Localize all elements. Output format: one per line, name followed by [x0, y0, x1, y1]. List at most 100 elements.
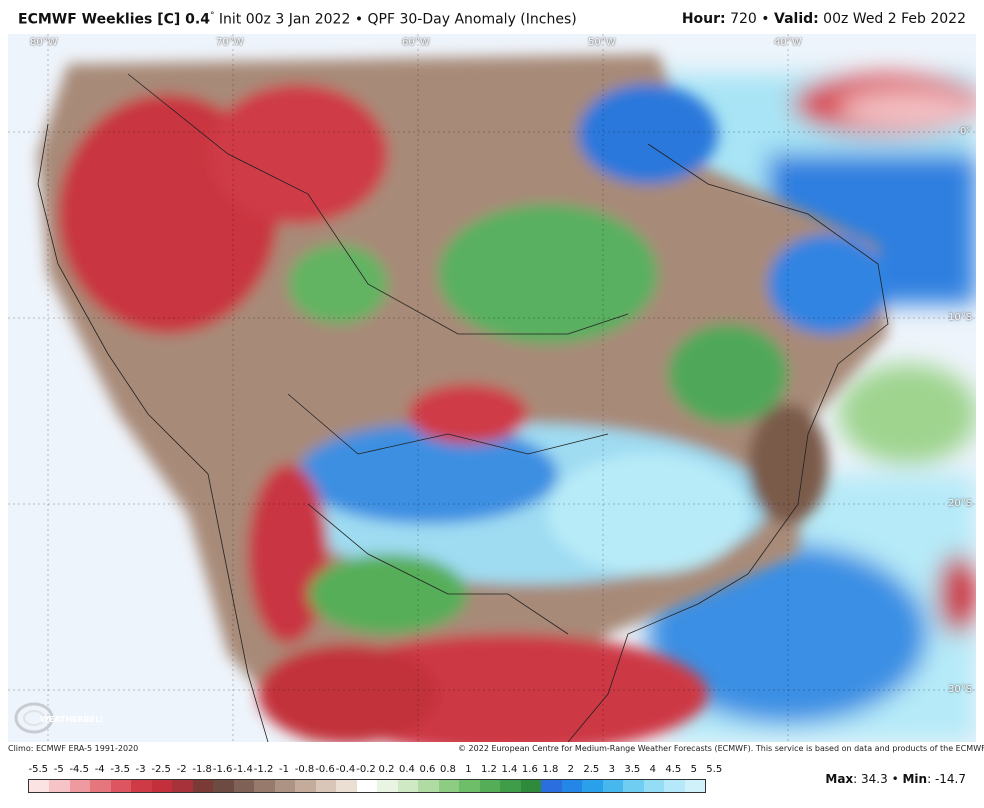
colorbar-swatch [254, 780, 275, 792]
colorbar-swatch [643, 780, 665, 792]
colorbar-tick-label: 3.5 [624, 764, 641, 775]
colorbar-tick-label: 0.2 [378, 764, 395, 775]
colorbar-swatch [233, 780, 255, 792]
colorbar-swatch [561, 780, 583, 792]
colorbar-labels: -5.5 -5 -4.5 -4 -3.5 -3 -2.5 -2 -1.8 -1.6 -1.4 -1.2… [28, 764, 722, 778]
colorbar-swatch [684, 780, 705, 792]
colorbar-tick-label: 0.4 [399, 764, 415, 775]
lon-label-60w: 60°W [402, 37, 430, 48]
max-min-stats: Max: 34.3 • Min: -14.7 [825, 772, 966, 786]
colorbar-swatch [295, 780, 316, 792]
min-value: -14.7 [934, 772, 966, 786]
colorbar-tick-label: 5.5 [706, 764, 723, 775]
colorbar-tick-label: -1 [279, 764, 290, 775]
lat-label-0: 0° [960, 126, 972, 137]
colorbar-swatch [90, 780, 111, 792]
anomaly-map: 80°W 70°W 60°W 50°W 40°W 0° 10°S 20°S 30… [8, 34, 976, 742]
colorbar-swatch [192, 780, 214, 792]
coastlines-borders [37, 73, 889, 742]
max-label: Max [825, 772, 854, 786]
lat-label-20s: 20°S [948, 498, 973, 509]
colorbar-tick-label: -0.6 [315, 764, 335, 775]
colorbar-swatch [602, 780, 624, 792]
colorbar-swatch [151, 780, 173, 792]
lon-label-80w: 80°W [30, 37, 58, 48]
colorbar-tick-label: -5 [53, 764, 64, 775]
max-value: 34.3 [861, 772, 888, 786]
colorbar-tick-label: -2 [176, 764, 187, 775]
climo-note: Climo: ECMWF ERA-5 1991-2020 [8, 744, 139, 753]
colorbar-swatch [438, 780, 460, 792]
land-anomalies [38, 54, 888, 742]
lat-label-30s: 30°S [948, 684, 973, 695]
colorbar-tick-label: -5.5 [28, 764, 48, 775]
hour-label: Hour: [681, 11, 726, 27]
colorbar-tick-label: 1.6 [521, 764, 538, 775]
map-title: ECMWF Weeklies [C] 0.4° Init 00z 3 Jan 2… [18, 11, 577, 28]
hour-value: 720 • [725, 11, 774, 27]
colorbar-swatch [213, 780, 234, 792]
colorbar-tick-label: 1 [465, 764, 472, 775]
colorbar-swatch [459, 780, 480, 792]
colorbar-swatch [623, 780, 644, 792]
colorbar-tick-label: 4 [649, 764, 656, 775]
colorbar-swatch [520, 780, 542, 792]
min-label: Min [902, 772, 928, 786]
colorbar-swatch [582, 780, 603, 792]
colorbar-swatch [377, 780, 398, 792]
colorbar-tick-label: -1.6 [212, 764, 233, 775]
title-details: Init 00z 3 Jan 2022 • QPF 30-Day Anomaly… [214, 11, 577, 28]
colorbar-tick-label: 1.8 [542, 764, 559, 775]
lon-label-40w: 40°W [774, 37, 802, 48]
colorbar-tick-label: 4.5 [665, 764, 682, 775]
colorbar-swatch [49, 780, 70, 792]
valid-label: Valid: [774, 11, 819, 27]
logo-text: WEATHERBELL [40, 715, 102, 724]
colorbar-swatch [356, 780, 378, 792]
colorbar-tick-label: 0.8 [439, 764, 456, 775]
colorbar-tick-label: 2 [567, 764, 575, 775]
colorbar-swatch [69, 780, 91, 792]
colorbar-tick-label: -1.2 [253, 764, 274, 775]
colorbar-tick-label: -4 [94, 764, 105, 775]
colorbar-swatch [131, 780, 152, 792]
colorbar-tick-label: 3 [608, 764, 615, 775]
colorbar-swatch [397, 780, 419, 792]
colorbar-tick-label: -0.2 [356, 764, 376, 775]
degree-symbol: ° [209, 11, 215, 21]
colorbar-swatch [541, 780, 562, 792]
colorbar-tick-label: -1.8 [192, 764, 212, 775]
copyright-note: © 2022 European Centre for Medium-Range … [458, 744, 984, 753]
colorbar-tick-label: 2.5 [583, 764, 600, 775]
map-canvas [8, 34, 976, 742]
colorbar-tick-label: 1.4 [501, 764, 518, 775]
colorbar-tick-label: 0.6 [419, 764, 436, 775]
colorbar-tick-label: -1.4 [233, 764, 253, 775]
colorbar-swatch [274, 780, 296, 792]
valid-value: 00z Wed 2 Feb 2022 [818, 11, 966, 27]
colorbar-tick-label: 5 [690, 764, 697, 775]
model-name: ECMWF Weeklies [C] 0.4 [18, 11, 210, 28]
lat-label-10s: 10°S [948, 312, 973, 323]
weatherbell-logo: WEATHERBELL [12, 696, 105, 740]
valid-time: Hour: 720 • Valid: 00z Wed 2 Feb 2022 [682, 11, 966, 27]
header-bar: ECMWF Weeklies [C] 0.4° Init 00z 3 Jan 2… [0, 0, 984, 34]
colorbar-swatch [172, 780, 193, 792]
colorbar-swatch [664, 780, 685, 792]
lon-label-50w: 50°W [588, 37, 616, 48]
colorbar-swatch [29, 780, 50, 792]
colorbar [28, 779, 706, 793]
lon-label-70w: 70°W [216, 37, 244, 48]
colorbar-tick-label: -0.8 [294, 764, 315, 775]
colorbar-swatch [315, 780, 337, 792]
colorbar-swatch [418, 780, 439, 792]
colorbar-tick-label: -3.5 [110, 764, 130, 775]
colorbar-tick-label: -0.4 [335, 764, 356, 775]
colorbar-tick-label: -2.5 [151, 764, 171, 775]
colorbar-tick-label: 1.2 [480, 764, 497, 775]
graticule [8, 34, 976, 742]
colorbar-swatch [336, 780, 357, 792]
colorbar-swatch [110, 780, 132, 792]
logo-swirl-icon: WEATHERBELL [14, 702, 105, 734]
colorbar-tick-label: -4.5 [69, 764, 89, 775]
